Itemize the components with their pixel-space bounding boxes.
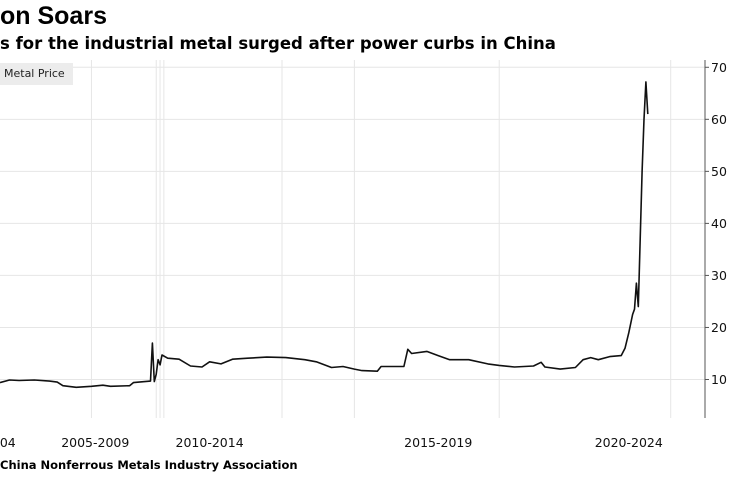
x-tick-label: 2020-2024 [595, 435, 663, 450]
y-tick-label: 40 [711, 216, 727, 231]
legend-entry: Metal Price [0, 63, 73, 85]
x-tick-label: 2010-2014 [176, 435, 244, 450]
chart-title: on Soars [0, 2, 107, 30]
y-tick-label: 10 [711, 372, 727, 387]
y-tick-label: 60 [711, 112, 727, 127]
x-tick-label: 004 [0, 435, 16, 450]
chart-subtitle: s for the industrial metal surged after … [0, 34, 556, 53]
y-tick-label: 70 [711, 60, 727, 75]
y-tick-label: 30 [711, 268, 727, 283]
source-note: China Nonferrous Metals Industry Associa… [0, 458, 298, 472]
legend-label: Metal Price [4, 67, 65, 80]
y-tick-label: 50 [711, 164, 727, 179]
y-tick-label: 20 [711, 320, 727, 335]
x-tick-label: 2015-2019 [404, 435, 472, 450]
x-tick-label: 2005-2009 [61, 435, 129, 450]
series-line [0, 81, 649, 389]
